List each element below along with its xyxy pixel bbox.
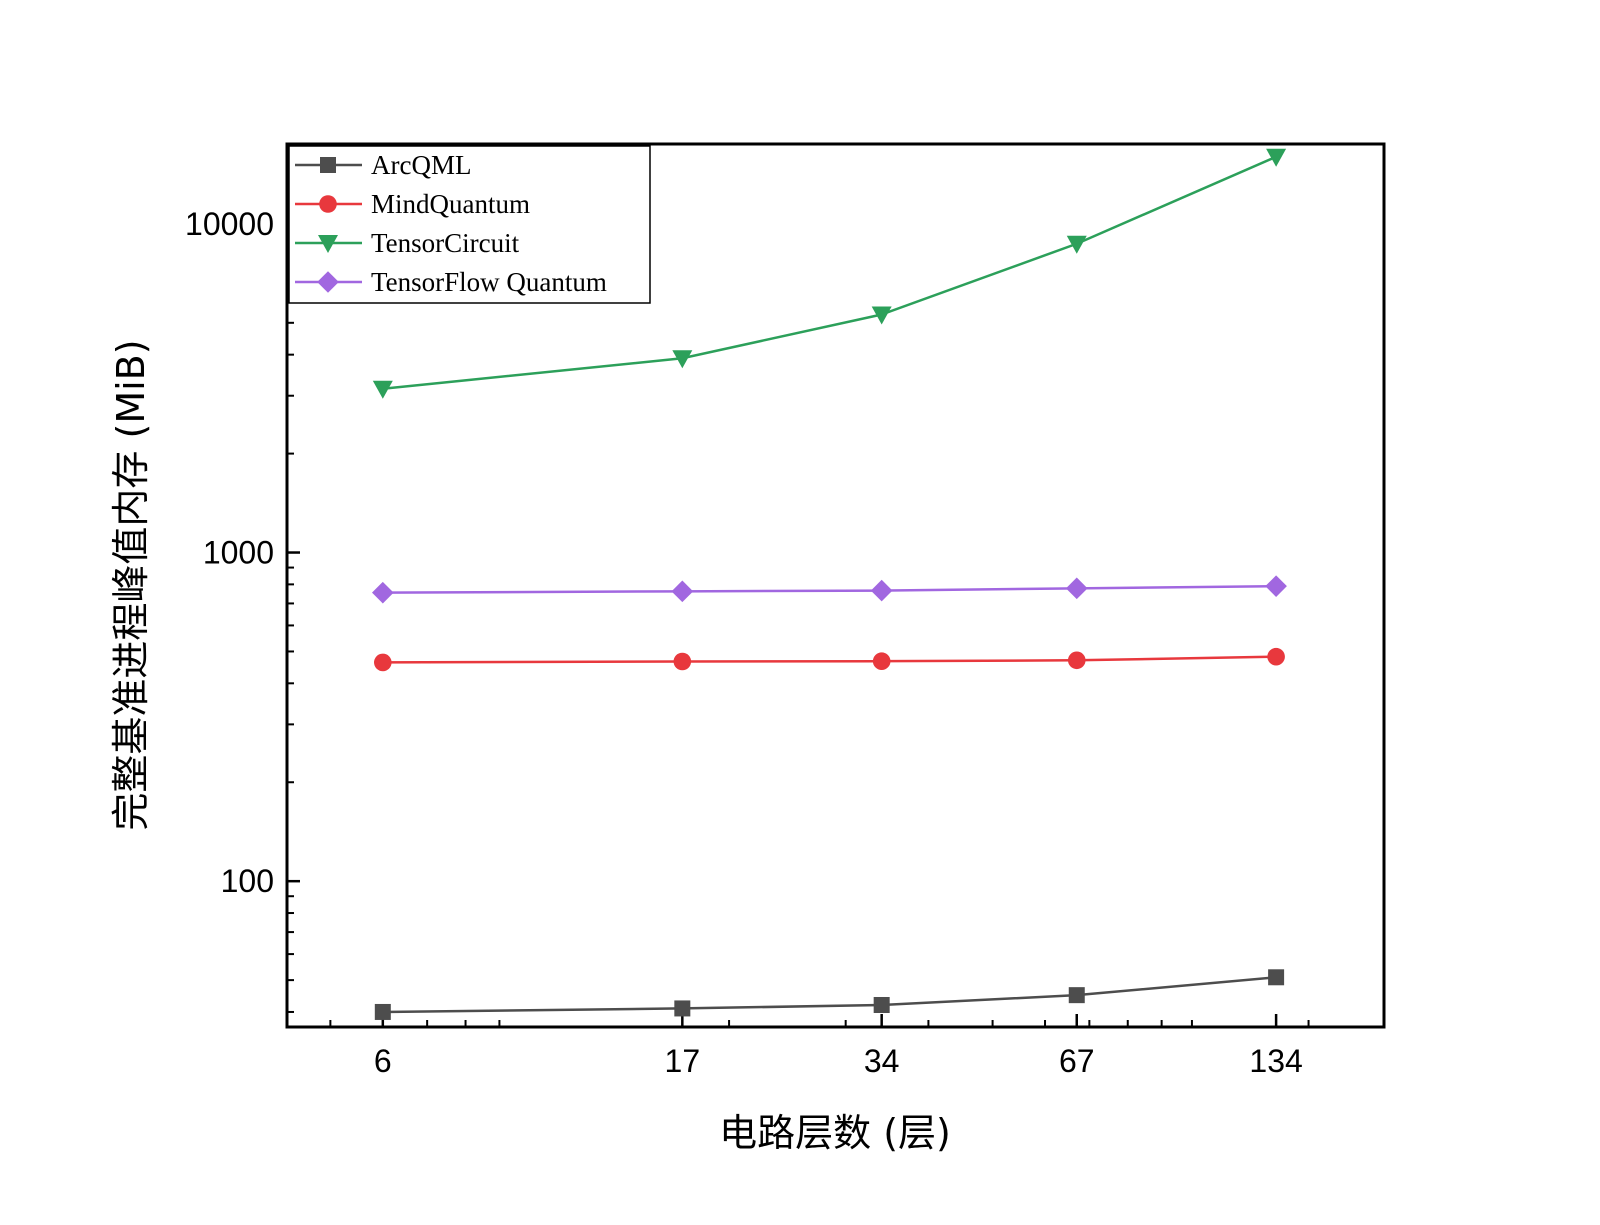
data-point [374, 1003, 391, 1020]
legend-entry: ArcQML [295, 150, 471, 180]
legend-label: MindQuantum [371, 189, 530, 219]
x-tick-label: 17 [665, 1043, 701, 1079]
x-axis-title: 电路层数 (层) [719, 1111, 951, 1155]
y-tick-label: 10000 [185, 206, 274, 242]
data-point [673, 652, 692, 671]
x-tick-label: 6 [374, 1043, 392, 1079]
data-point [870, 579, 893, 602]
plot-frame [285, 142, 1386, 1029]
x-tick-label: 134 [1249, 1043, 1302, 1079]
data-point [871, 306, 892, 325]
tick-labels: 100 1000 10000 6 17 34 67 134 [185, 206, 1303, 1079]
data-point [374, 653, 392, 672]
data-point [872, 652, 891, 671]
y-tick-label: 1000 [203, 535, 274, 571]
y-tick-label: 100 [221, 863, 274, 899]
series-line [382, 584, 1277, 594]
x-tick-label: 34 [864, 1043, 900, 1079]
series-line [382, 655, 1277, 664]
data-point [674, 1000, 691, 1017]
legend: ArcQML MindQuantum TensorCircuit TensorFlow… [288, 145, 651, 304]
series-arcqml [374, 969, 1285, 1020]
series-line [382, 976, 1277, 1014]
series-tensorcircuit [372, 148, 1287, 399]
y-axis-title: 完整基准进程峰值内存 (MiB) [109, 339, 153, 830]
data-point [1068, 987, 1085, 1004]
minor-ticks [287, 237, 1310, 1027]
data-point [372, 380, 393, 399]
data-point [1065, 577, 1088, 600]
data-point [1267, 647, 1285, 666]
legend-marker [318, 235, 338, 253]
major-ticks [287, 222, 1278, 1027]
series-layer [372, 148, 1287, 1020]
legend-box [288, 145, 651, 304]
legend-label: ArcQML [371, 150, 471, 180]
legend-marker [320, 157, 336, 173]
legend-marker [319, 195, 337, 213]
series-tensorflow-quantum [372, 575, 1287, 604]
legend-label: TensorFlow Quantum [371, 267, 607, 297]
data-point [873, 996, 890, 1013]
data-point [671, 580, 694, 603]
data-point [1266, 148, 1287, 167]
legend-label: TensorCircuit [371, 228, 520, 258]
legend-entry: TensorCircuit [295, 228, 520, 258]
data-point [672, 350, 693, 369]
legend-entry: MindQuantum [295, 189, 530, 219]
x-tick-label: 67 [1059, 1043, 1095, 1079]
data-point [1268, 969, 1285, 986]
data-point [1066, 235, 1087, 254]
data-point [372, 581, 394, 604]
data-point [1067, 651, 1086, 670]
legend-entry: TensorFlow Quantum [295, 267, 607, 297]
data-point [1265, 575, 1287, 597]
series-mindquantum [374, 647, 1285, 672]
legend-marker [317, 271, 339, 293]
